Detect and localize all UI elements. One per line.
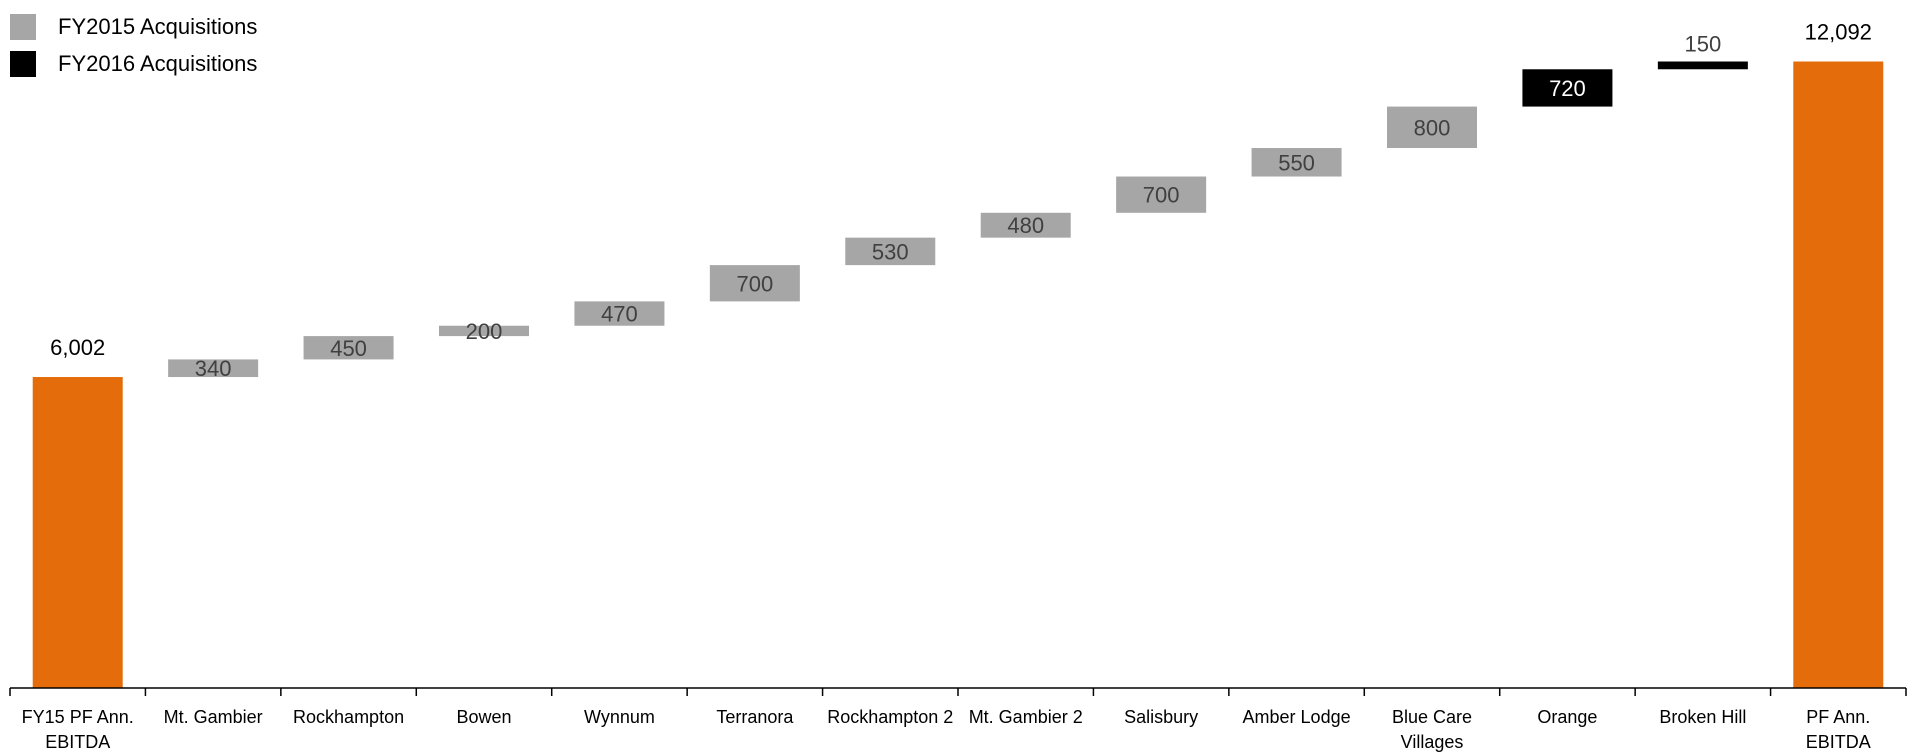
value-label-rockhampton-2: 530 xyxy=(872,239,909,264)
bar-fy15-pf-ann-ebitda xyxy=(32,377,123,688)
x-tick-label-bowen: Bowen xyxy=(456,707,511,727)
value-label-mt-gambier-2: 480 xyxy=(1007,213,1044,238)
bar-blue-care-villages xyxy=(1387,106,1477,149)
value-label-bowen: 200 xyxy=(466,319,503,344)
bar-orange xyxy=(1522,69,1613,107)
bar-mt-gambier xyxy=(168,359,259,378)
x-axis: FY15 PF Ann. EBITDA Mt. Gambier Rockhampton… xyxy=(9,687,1907,752)
x-tick-label-rockhampton: Rockhampton xyxy=(293,707,404,727)
x-tick-label-orange: Orange xyxy=(1537,707,1597,727)
x-tick-label-rockhampton-2: Rockhampton 2 xyxy=(827,707,953,727)
x-tick-label-wynnum: Wynnum xyxy=(584,707,655,727)
legend-label-fy2015: FY2015 Acquisitions xyxy=(58,13,258,39)
bars-layer xyxy=(32,61,1884,689)
value-label-broken-hill: 150 xyxy=(1684,32,1721,57)
bar-terranora xyxy=(709,265,800,302)
legend-label-fy2016: FY2016 Acquisitions xyxy=(58,50,258,76)
legend: FY2015 Acquisitions FY2016 Acquisitions xyxy=(10,8,257,82)
bar-rockhampton-2 xyxy=(845,237,936,266)
value-label-rockhampton: 450 xyxy=(330,336,367,361)
legend-swatch-fy2015 xyxy=(10,13,36,40)
x-tick-label-blue-care-villages: Blue Care Villages xyxy=(1392,707,1472,752)
bar-wynnum xyxy=(574,301,665,326)
value-label-wynnum: 470 xyxy=(601,302,638,327)
value-label-fy15-pf-ann-ebitda: 6,002 xyxy=(50,335,105,360)
bar-pf-ann-ebitda xyxy=(1793,61,1884,689)
value-label-mt-gambier: 340 xyxy=(195,356,232,381)
bar-rockhampton xyxy=(303,336,394,360)
x-tick-label-pf-ann-ebitda: PF Ann. EBITDA xyxy=(1806,707,1871,752)
x-tick-label-mt-gambier: Mt. Gambier xyxy=(164,707,263,727)
value-label-amber-lodge: 550 xyxy=(1278,150,1315,175)
bar-mt-gambier-2 xyxy=(980,212,1071,238)
legend-item-fy2016: FY2016 Acquisitions xyxy=(10,45,257,82)
x-tick-label-mt-gambier-2: Mt. Gambier 2 xyxy=(969,707,1083,727)
legend-swatch-fy2016 xyxy=(10,50,36,77)
x-tick-label-terranora: Terranora xyxy=(716,707,794,727)
x-tick-label-fy15-pf-ann-ebitda: FY15 PF Ann. EBITDA xyxy=(22,707,134,752)
bar-salisbury xyxy=(1116,176,1207,213)
value-labels-layer: 6,002 340 450 200 470 700 530 480 700 550 800 720 15… xyxy=(50,20,1872,382)
x-tick-label-broken-hill: Broken Hill xyxy=(1659,707,1746,727)
bar-bowen xyxy=(439,325,529,337)
x-tick-label-amber-lodge: Amber Lodge xyxy=(1243,707,1351,727)
value-label-terranora: 700 xyxy=(736,271,773,296)
bar-amber-lodge xyxy=(1251,148,1342,177)
value-label-salisbury: 700 xyxy=(1143,183,1180,208)
x-tick-label-salisbury: Salisbury xyxy=(1124,707,1198,727)
legend-item-fy2015: FY2015 Acquisitions xyxy=(10,8,257,45)
value-label-blue-care-villages: 800 xyxy=(1414,115,1451,140)
bar-broken-hill xyxy=(1657,61,1748,70)
value-label-pf-ann-ebitda: 12,092 xyxy=(1805,20,1872,45)
value-label-orange: 720 xyxy=(1549,76,1586,101)
